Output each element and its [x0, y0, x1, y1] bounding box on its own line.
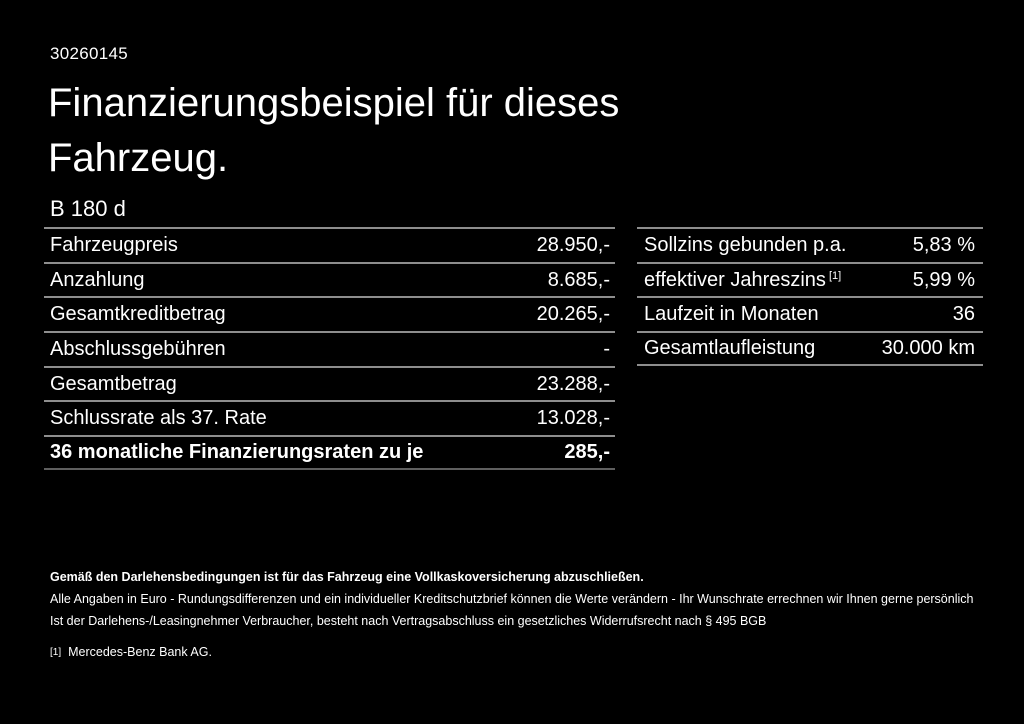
row-value: 30.000 km	[881, 336, 975, 359]
row-value: 23.288,-	[536, 372, 610, 395]
finance-row-fahrzeugpreis: Fahrzeugpreis 28.950,-	[44, 227, 615, 262]
row-value: 13.028,-	[536, 407, 610, 430]
conditions-row-laufzeit: Laufzeit in Monaten 36	[637, 296, 983, 331]
conditions-table: Sollzins gebunden p.a. 5,83 % effektiver…	[637, 227, 983, 366]
finance-row-schlussrate: Schlussrate als 37. Rate 13.028,-	[44, 400, 615, 435]
row-label: Gesamtlaufleistung	[644, 336, 816, 359]
row-label: Schlussrate als 37. Rate	[50, 407, 267, 430]
finance-row-gesamtkreditbetrag: Gesamtkreditbetrag 20.265,-	[44, 296, 615, 331]
footnote: [1] Mercedes-Benz Bank AG.	[50, 641, 1018, 665]
footnote-marker: [1]	[50, 647, 62, 658]
row-value: -	[603, 337, 610, 360]
row-value: 5,99 %	[912, 268, 975, 291]
finance-row-monatsrate: 36 monatliche Finanzierungsraten zu je 2…	[44, 435, 615, 470]
footnote-ref: [1]	[828, 269, 842, 282]
row-value: 28.950,-	[536, 233, 610, 256]
row-value: 20.265,-	[536, 303, 610, 326]
footer-notes: Gemäß den Darlehensbedingungen ist für d…	[50, 566, 1018, 665]
row-label: 36 monatliche Finanzierungsraten zu je	[50, 440, 424, 463]
row-value: 8.685,-	[547, 268, 610, 291]
disclaimer-note: Alle Angaben in Euro - Rundungsdifferenz…	[50, 592, 974, 606]
row-value: 285,-	[564, 440, 610, 463]
row-value: 5,83 %	[912, 233, 975, 256]
row-label: Anzahlung	[50, 268, 145, 291]
finance-row-anzahlung: Anzahlung 8.685,-	[44, 261, 615, 297]
row-label: Gesamtbetrag	[50, 372, 177, 395]
conditions-row-gesamtlaufleistung: Gesamtlaufleistung 30.000 km	[637, 331, 983, 366]
finance-table: Fahrzeugpreis 28.950,- Anzahlung 8.685,-…	[44, 227, 615, 470]
row-label: Sollzins gebunden p.a.	[644, 233, 847, 256]
row-label: Abschlussgebühren	[50, 337, 226, 360]
conditions-row-effektiver-jahreszins: effektiver Jahreszins [1] 5,99 %	[637, 261, 983, 297]
conditions-row-sollzins: Sollzins gebunden p.a. 5,83 %	[637, 227, 983, 262]
row-label: Fahrzeugpreis	[50, 233, 178, 256]
finance-row-gesamtbetrag: Gesamtbetrag 23.288,-	[44, 365, 615, 401]
insurance-note: Gemäß den Darlehensbedingungen ist für d…	[50, 570, 644, 584]
row-label: Laufzeit in Monaten	[644, 303, 819, 326]
row-label: effektiver Jahreszins [1]	[644, 268, 842, 291]
footnote-text: Mercedes-Benz Bank AG.	[68, 645, 212, 659]
finance-row-abschlussgebuehren: Abschlussgebühren -	[44, 331, 615, 366]
vehicle-model: B 180 d	[50, 196, 126, 221]
document-id: 30260145	[50, 44, 129, 63]
page-title: Finanzierungsbeispiel für dieses Fahrzeu…	[48, 81, 620, 180]
row-label: Gesamtkreditbetrag	[50, 303, 226, 326]
row-value: 36	[952, 303, 975, 326]
withdrawal-note: Ist der Darlehens-/Leasingnehmer Verbrau…	[50, 614, 767, 628]
